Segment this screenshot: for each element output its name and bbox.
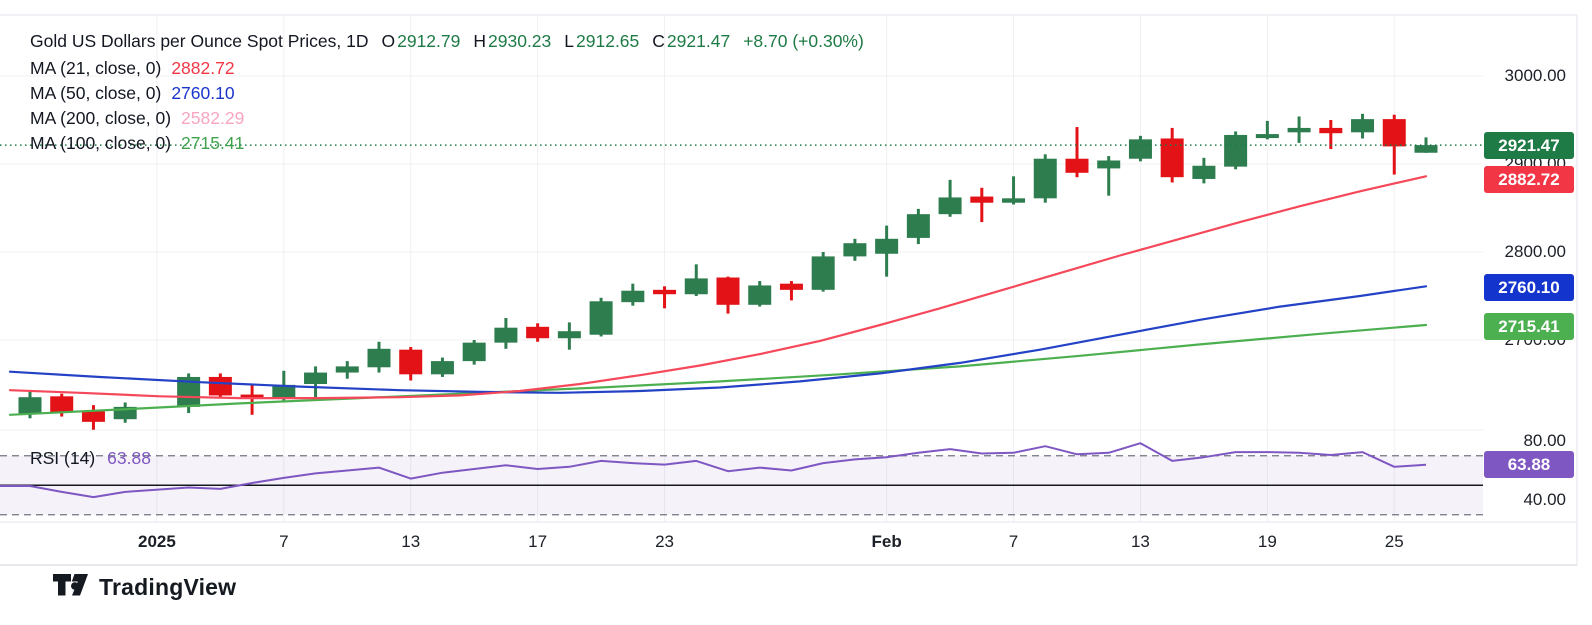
ohlc-low: L 2912.65 <box>564 31 640 51</box>
rsi-label: RSI (14) <box>30 448 96 468</box>
ma-21-legend[interactable]: MA (21, close, 0) 2882.72 <box>30 57 235 79</box>
ohlc-high: H 2930.23 <box>473 31 552 51</box>
ma-21-line <box>8 175 1428 400</box>
symbol-title: Gold US Dollars per Ounce Spot Prices, 1… <box>30 31 369 51</box>
ma-21-label: MA (21, close, 0) <box>30 58 162 78</box>
gridlines <box>0 15 1483 522</box>
ma-100-legend[interactable]: MA (100, close, 0) 2715.41 <box>30 132 244 154</box>
price-badge: 2760.10 <box>1484 273 1574 301</box>
ohlc-open: O 2912.79 <box>381 31 461 51</box>
time-tick-label: 13 <box>401 532 421 551</box>
time-tick-label: 2025 <box>137 532 176 551</box>
ma-200-label: MA (200, close, 0) <box>30 108 172 128</box>
ma-50-label: MA (50, close, 0) <box>30 83 162 103</box>
price-badge: 2921.47 <box>1484 131 1574 159</box>
ma-100-line <box>8 323 1428 416</box>
time-tick-label: 25 <box>1384 532 1404 551</box>
rsi-legend[interactable]: RSI (14) 63.88 <box>30 447 151 469</box>
time-tick-label: 23 <box>655 532 674 551</box>
ma-50-value: 2760.10 <box>171 83 235 103</box>
ma-200-value: 2582.29 <box>181 108 245 128</box>
time-tick-label: 13 <box>1130 532 1150 551</box>
tradingview-logo-icon <box>53 574 88 596</box>
time-tick-label: 7 <box>279 532 289 551</box>
ma-50-line <box>8 285 1428 394</box>
price-tick-label: 3000.00 <box>1504 66 1566 85</box>
ma-100-value: 2715.41 <box>181 133 245 153</box>
rsi-tick-label: 40.00 <box>1523 490 1566 509</box>
price-tick-label: 2800.00 <box>1504 242 1566 261</box>
price-change: +8.70 (+0.30%) <box>743 31 864 51</box>
ma-200-legend[interactable]: MA (200, close, 0) 2582.29 <box>30 107 244 129</box>
tradingview-logo[interactable]: TradingView <box>52 573 236 602</box>
candlestick-series[interactable] <box>18 113 1438 430</box>
rsi-tick-label: 80.00 <box>1523 431 1566 450</box>
time-tick-label: 19 <box>1257 532 1277 551</box>
ma-50-legend[interactable]: MA (50, close, 0) 2760.10 <box>30 82 235 104</box>
rsi-value: 63.88 <box>107 448 151 468</box>
ma-100-label: MA (100, close, 0) <box>30 133 172 153</box>
time-tick-label: 7 <box>1008 532 1019 551</box>
symbol-legend[interactable]: Gold US Dollars per Ounce Spot Prices, 1… <box>30 30 864 52</box>
ma-21-value: 2882.72 <box>171 58 235 78</box>
tradingview-logo-text: TradingView <box>99 574 237 600</box>
ohlc-close: C 2921.47 <box>652 31 731 51</box>
rsi-line <box>0 442 1427 499</box>
price-badge: 2715.41 <box>1484 312 1574 340</box>
time-tick-label: Feb <box>871 532 902 551</box>
rsi-badge: 63.88 <box>1484 451 1574 479</box>
price-badge: 2882.72 <box>1484 165 1574 193</box>
time-tick-label: 17 <box>528 532 548 551</box>
